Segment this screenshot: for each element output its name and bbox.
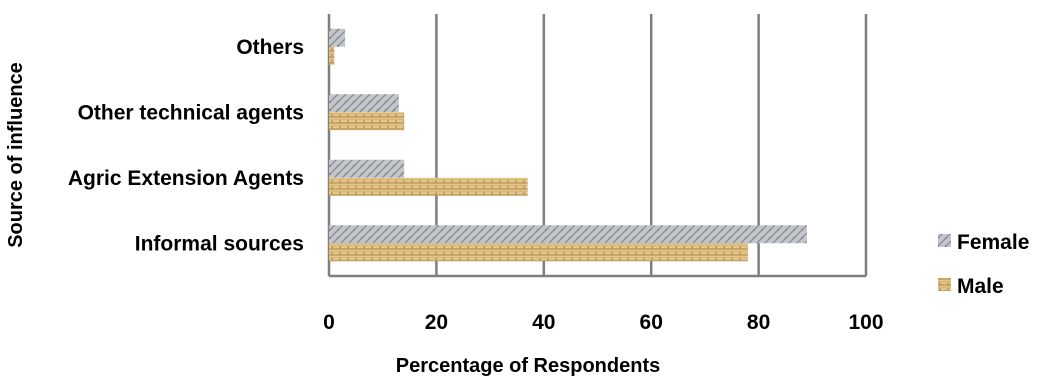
y-axis-title: Source of influence bbox=[5, 62, 27, 248]
bar-female-0 bbox=[329, 28, 346, 47]
legend-label-male: Male bbox=[957, 275, 1004, 298]
legend-swatch-female bbox=[938, 234, 951, 247]
legend-swatch-male bbox=[938, 278, 951, 291]
bar-female-2 bbox=[329, 159, 405, 178]
x-tick-labels: 0 20 40 60 80 100 bbox=[323, 311, 883, 334]
x-tick-label: 40 bbox=[532, 311, 555, 334]
category-labels: Others Other technical agents Agric Extens… bbox=[68, 36, 304, 256]
x-tick-label: 20 bbox=[425, 311, 448, 334]
bar-male-3 bbox=[329, 243, 748, 262]
x-axis-title: Percentage of Respondents bbox=[396, 355, 661, 377]
bar-male-2 bbox=[329, 177, 528, 196]
bar-female-3 bbox=[329, 225, 807, 244]
bar-female-1 bbox=[329, 94, 399, 113]
legend-label-female: Female bbox=[957, 231, 1029, 254]
bar-male-0 bbox=[329, 46, 335, 65]
gridlines bbox=[327, 14, 868, 278]
legend-item-female: Female bbox=[938, 231, 1029, 254]
bars bbox=[329, 28, 807, 262]
category-label: Other technical agents bbox=[78, 101, 304, 124]
legend: Female Male bbox=[938, 231, 1029, 298]
legend-item-male: Male bbox=[938, 275, 1004, 298]
x-tick-label: 80 bbox=[747, 311, 770, 334]
bar-male-1 bbox=[329, 112, 405, 131]
category-label: Informal sources bbox=[135, 232, 304, 255]
x-tick-label: 0 bbox=[323, 311, 335, 334]
x-tick-label: 60 bbox=[640, 311, 663, 334]
category-label: Others bbox=[236, 36, 304, 59]
category-label: Agric Extension Agents bbox=[68, 167, 304, 190]
x-tick-label: 100 bbox=[848, 311, 883, 334]
